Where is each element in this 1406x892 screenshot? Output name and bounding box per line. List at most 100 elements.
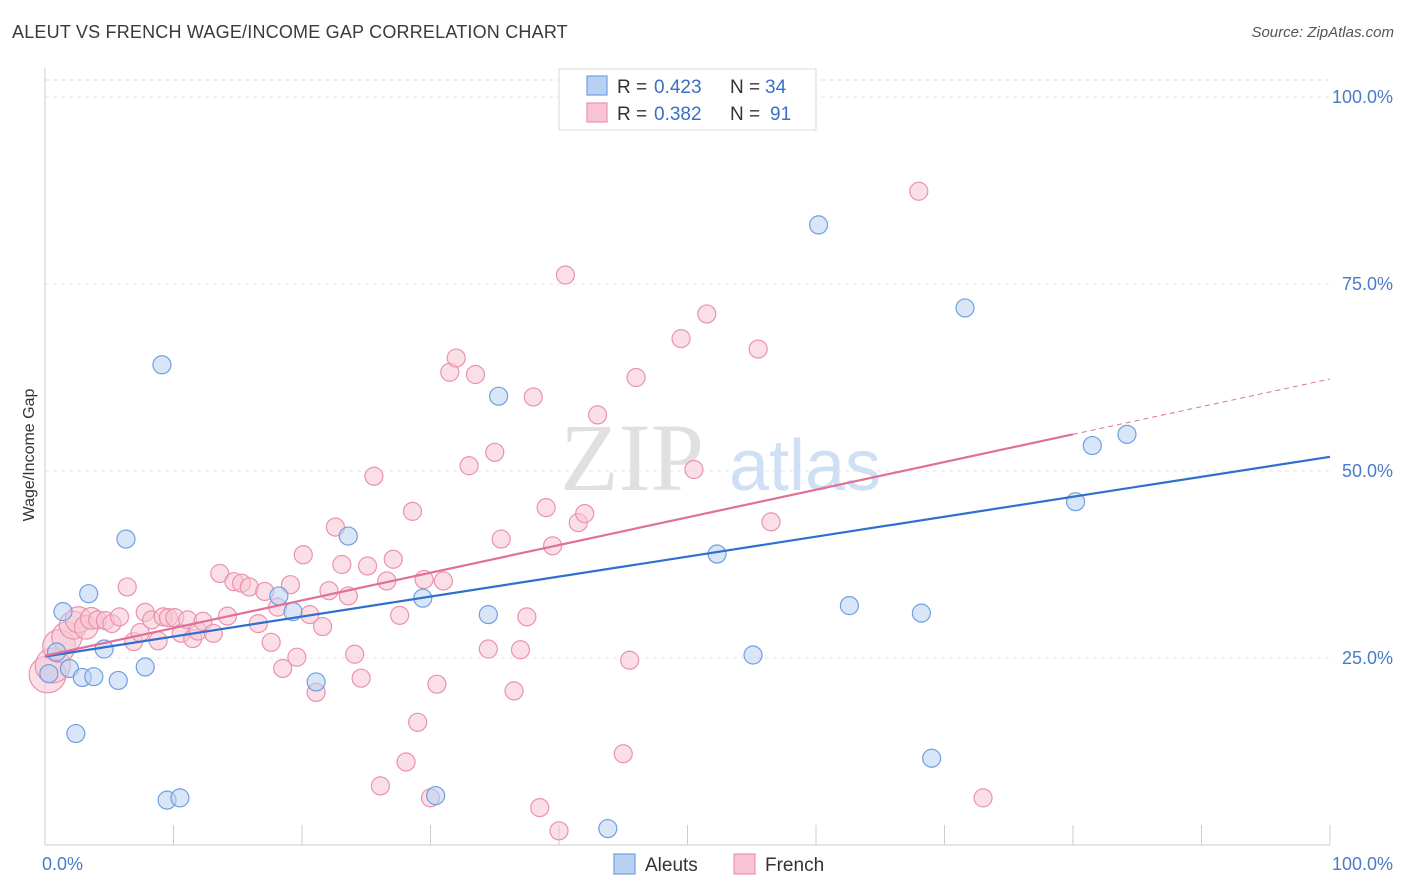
french-point — [485, 442, 505, 462]
french-point — [390, 605, 410, 625]
french-point — [530, 797, 550, 818]
french-point — [332, 554, 352, 575]
french-point — [478, 639, 498, 659]
french-point — [909, 181, 929, 201]
legend-r-label: R = — [617, 104, 647, 125]
french-point — [626, 367, 646, 388]
y-tick-label: 25.0% — [1342, 648, 1393, 668]
french-point — [396, 752, 416, 772]
french-point — [109, 607, 130, 627]
aleut-point — [170, 788, 190, 808]
aleut-point — [269, 586, 289, 606]
aleut-point — [84, 667, 104, 687]
french-point — [357, 556, 378, 576]
legend-n-label: N = — [730, 104, 760, 125]
y-tick-label: 75.0% — [1342, 274, 1393, 294]
french-point — [697, 304, 717, 324]
french-point — [620, 650, 640, 670]
bottom-legend-label-french: French — [765, 855, 824, 876]
y-tick-label: 50.0% — [1342, 461, 1393, 481]
aleut-point — [478, 605, 498, 625]
french-point — [671, 329, 691, 349]
aleut-points — [39, 215, 1137, 839]
french-trendline — [44, 433, 1074, 657]
french-point — [761, 512, 781, 532]
french-point — [293, 545, 313, 565]
aleut-point — [108, 670, 128, 691]
french-point — [427, 674, 447, 694]
french-point — [433, 571, 453, 591]
y-tick-labels: 25.0% 50.0% 75.0% 100.0% — [1332, 87, 1393, 668]
legend-n-value: 91 — [770, 104, 791, 125]
aleut-point — [911, 603, 931, 623]
aleut-point — [116, 529, 136, 549]
french-point — [536, 498, 556, 518]
gridlines — [45, 79, 1330, 659]
aleut-point — [53, 602, 73, 622]
french-point — [402, 501, 423, 521]
legend-n-label: N = — [730, 77, 760, 98]
french-point — [459, 456, 479, 476]
french-point — [587, 405, 608, 425]
french-point — [408, 712, 428, 732]
legend-n-value: 34 — [765, 77, 787, 98]
bottom-legend-swatch-french — [733, 853, 756, 875]
french-point — [575, 504, 595, 524]
aleut-point — [922, 748, 942, 768]
aleut-point — [426, 786, 446, 806]
bottom-legend-swatch-aleuts — [613, 853, 636, 875]
legend-swatch-aleuts — [586, 75, 608, 96]
french-point — [504, 681, 524, 701]
aleut-point — [152, 355, 172, 375]
french-point — [383, 549, 403, 569]
x-tick-label: 0.0% — [42, 854, 83, 874]
aleut-point — [79, 584, 99, 604]
legend-r-value: 0.382 — [654, 104, 702, 125]
french-point — [748, 339, 768, 359]
legend-r-label: R = — [617, 77, 647, 98]
french-point — [510, 640, 531, 660]
french-point — [684, 459, 704, 480]
french-point — [312, 616, 333, 637]
legend-swatch-french — [586, 102, 608, 123]
watermark: ZIP atlas — [560, 404, 881, 511]
aleut-point — [743, 645, 763, 665]
x-tick-labels: 0.0% 100.0% — [42, 854, 1393, 874]
aleut-point — [66, 723, 86, 744]
aleut-point — [135, 657, 155, 677]
trendlines — [44, 378, 1331, 658]
aleut-point — [839, 596, 860, 616]
french-point — [523, 387, 543, 407]
french-point — [517, 607, 537, 627]
french-point — [446, 348, 466, 368]
french-point — [345, 644, 365, 664]
watermark-atlas: atlas — [729, 426, 881, 506]
aleut-point — [808, 215, 829, 235]
aleut-point — [598, 818, 618, 839]
french-point — [280, 575, 301, 595]
aleut-point — [955, 298, 975, 318]
french-point — [261, 632, 281, 652]
french-points — [28, 181, 993, 841]
aleut-point — [338, 526, 358, 546]
legend-r-value: 0.423 — [654, 77, 702, 98]
chart-title: ALEUT VS FRENCH WAGE/INCOME GAP CORRELAT… — [12, 22, 568, 42]
legend: R = 0.423 N = 34 R = 0.382 N = 91 — [558, 68, 817, 131]
french-point — [210, 563, 230, 584]
watermark-zip: ZIP — [560, 404, 704, 511]
french-point — [351, 668, 371, 688]
french-point — [273, 658, 293, 679]
french-point — [364, 466, 384, 486]
french-point — [613, 744, 633, 764]
french-point — [287, 647, 307, 667]
x-tick-label: 100.0% — [1332, 854, 1393, 874]
aleut-point — [1117, 424, 1137, 444]
aleut-point — [39, 664, 59, 684]
aleut-point — [1082, 435, 1102, 456]
y-axis-label: Wage/Income Gap — [21, 389, 38, 522]
axes — [44, 68, 1331, 846]
french-point — [491, 529, 511, 549]
french-point — [973, 788, 993, 808]
french-point — [370, 776, 390, 796]
